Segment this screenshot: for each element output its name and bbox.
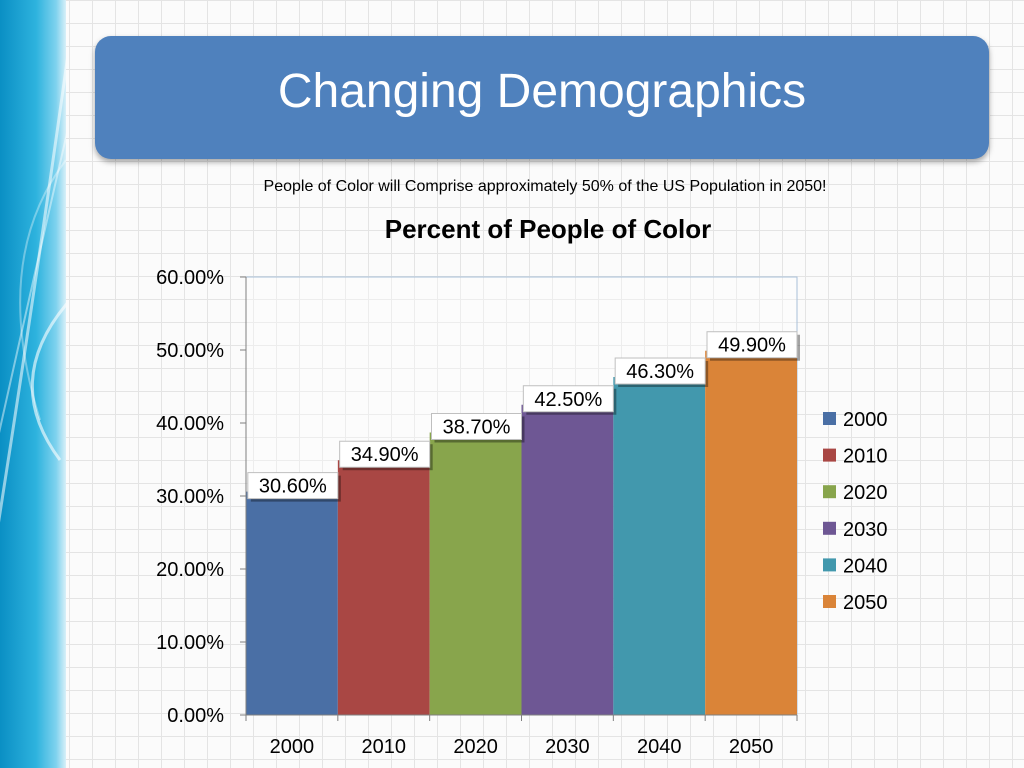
legend-item-2050: 2050 xyxy=(823,592,888,614)
legend-swatch xyxy=(823,558,836,572)
bar-2030 xyxy=(521,404,614,715)
bar-2010 xyxy=(337,460,430,715)
legend-label: 2010 xyxy=(843,446,888,468)
legend-item-2040: 2040 xyxy=(823,555,888,577)
data-label-2010: 34.90% xyxy=(339,440,433,471)
legend-item-2020: 2020 xyxy=(823,482,888,504)
data-label-text: 38.70% xyxy=(443,416,511,438)
slide-title: Changing Demographics xyxy=(277,65,807,118)
y-tick-label: 40.00% xyxy=(156,413,224,435)
bar-2020 xyxy=(429,432,522,715)
legend-label: 2020 xyxy=(843,482,888,504)
y-axis: 0.00% 10.00% 20.00% 30.00% 40.00% 50.00% 60.00… xyxy=(156,267,247,727)
bar-2000 xyxy=(246,491,338,715)
y-tick-label: 0.00% xyxy=(167,705,224,727)
legend-swatch xyxy=(823,412,836,425)
data-label-text: 49.90% xyxy=(718,335,786,357)
x-tick-label: 2010 xyxy=(362,736,407,758)
data-label-text: 42.50% xyxy=(534,389,602,411)
y-tick-label: 50.00% xyxy=(156,340,224,362)
data-label-2040: 46.30% xyxy=(614,357,709,388)
x-tick-label: 2000 xyxy=(270,736,315,758)
left-decorative-band xyxy=(0,0,66,768)
legend-label: 2040 xyxy=(843,555,888,577)
decorative-swirls xyxy=(0,57,66,523)
data-label-box xyxy=(339,440,431,468)
data-labels: 30.60% 34.90% 38.70% 42.50% 46.30% 49.90% xyxy=(247,331,800,502)
data-label-box xyxy=(247,472,339,500)
legend-swatch xyxy=(823,485,836,499)
data-label-box xyxy=(522,385,614,413)
y-tick-label: 10.00% xyxy=(156,632,224,654)
y-tick-label: 20.00% xyxy=(156,559,224,581)
bar-2040 xyxy=(613,377,706,715)
data-label-box xyxy=(706,331,798,359)
x-tick-label: 2030 xyxy=(545,736,590,758)
data-label-text: 34.90% xyxy=(351,444,419,466)
y-tick-label: 30.00% xyxy=(156,486,224,508)
legend-label: 2050 xyxy=(843,592,888,614)
x-axis: 2000 2010 2020 2030 2040 2050 xyxy=(245,714,798,758)
data-label-2020: 38.70% xyxy=(431,412,525,443)
legend-swatch xyxy=(823,595,836,608)
data-label-2030: 42.50% xyxy=(522,385,617,415)
data-label-2000: 30.60% xyxy=(247,472,341,502)
legend-swatch xyxy=(823,521,836,535)
legend-label: 2030 xyxy=(843,519,888,541)
x-tick-label: 2050 xyxy=(729,736,774,758)
x-tick-label: 2020 xyxy=(453,736,498,758)
chart-title: Percent of People of Color xyxy=(385,214,712,244)
legend-swatch xyxy=(823,448,836,462)
legend-item-2030: 2030 xyxy=(823,519,888,541)
data-label-text: 46.30% xyxy=(626,361,694,383)
data-label-box xyxy=(614,357,706,385)
slide-subtitle: People of Color will Comprise approximat… xyxy=(263,178,827,195)
legend-item-2000: 2000 xyxy=(823,409,888,431)
data-label-2050: 49.90% xyxy=(706,331,800,361)
legend-item-2010: 2010 xyxy=(823,446,888,468)
data-label-box xyxy=(431,412,522,440)
legend-label: 2000 xyxy=(843,409,888,431)
y-tick-label: 60.00% xyxy=(156,267,224,289)
legend: 2000 2010 2020 2030 2040 2050 xyxy=(823,409,888,614)
title-banner: Changing Demographics xyxy=(95,36,989,159)
bar-2050 xyxy=(705,350,797,715)
x-tick-label: 2040 xyxy=(637,736,682,758)
bars-group xyxy=(246,350,797,715)
data-label-text: 30.60% xyxy=(259,476,327,498)
